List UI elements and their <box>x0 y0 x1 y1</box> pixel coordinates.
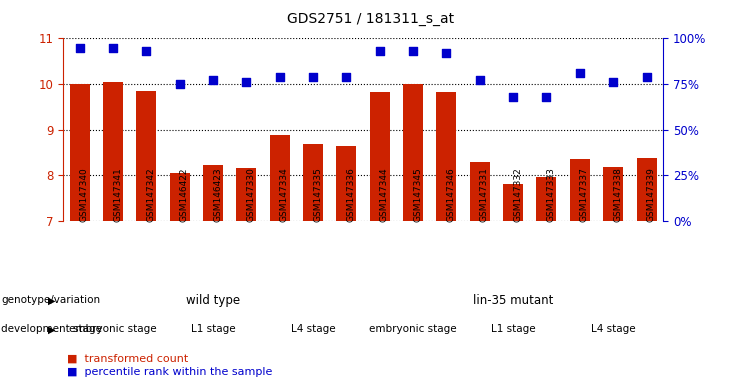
Text: GSM147330: GSM147330 <box>246 167 256 222</box>
Bar <box>637 158 657 221</box>
Point <box>507 94 519 100</box>
Bar <box>70 84 90 221</box>
Bar <box>336 146 356 221</box>
Point <box>173 81 185 87</box>
Text: L4 stage: L4 stage <box>290 324 336 334</box>
Text: genotype/variation: genotype/variation <box>1 295 101 306</box>
Text: GSM147338: GSM147338 <box>614 167 622 222</box>
Bar <box>170 173 190 221</box>
Text: GSM147335: GSM147335 <box>313 167 322 222</box>
Point <box>474 77 486 83</box>
Bar <box>570 159 590 221</box>
Point <box>240 79 252 85</box>
Text: ■  percentile rank within the sample: ■ percentile rank within the sample <box>67 367 272 377</box>
Bar <box>436 92 456 221</box>
Text: wild type: wild type <box>186 294 240 307</box>
Text: ■  transformed count: ■ transformed count <box>67 354 188 364</box>
Text: GSM147345: GSM147345 <box>413 167 422 222</box>
Text: GSM147332: GSM147332 <box>513 167 522 222</box>
Text: GSM147334: GSM147334 <box>280 167 289 222</box>
Point <box>207 77 219 83</box>
Text: ▶: ▶ <box>48 295 56 306</box>
Point <box>74 45 85 51</box>
Point <box>374 48 386 54</box>
Point <box>440 50 452 56</box>
Bar <box>603 167 623 221</box>
Bar <box>370 92 390 221</box>
Point <box>140 48 153 54</box>
Text: GSM147341: GSM147341 <box>113 167 122 222</box>
Text: GSM147346: GSM147346 <box>446 167 456 222</box>
Text: GSM147344: GSM147344 <box>380 167 389 222</box>
Bar <box>470 162 490 221</box>
Text: GSM147340: GSM147340 <box>80 167 89 222</box>
Text: GSM147339: GSM147339 <box>646 167 656 222</box>
Point <box>341 74 353 80</box>
Text: GDS2751 / 181311_s_at: GDS2751 / 181311_s_at <box>287 12 454 25</box>
Text: GSM146423: GSM146423 <box>213 167 222 222</box>
Text: GSM147337: GSM147337 <box>579 167 589 222</box>
Point <box>307 74 319 80</box>
Bar <box>536 177 556 221</box>
Text: L1 stage: L1 stage <box>190 324 236 334</box>
Text: development stage: development stage <box>1 324 102 334</box>
Point <box>407 48 419 54</box>
Bar <box>136 91 156 221</box>
Text: GSM147331: GSM147331 <box>480 167 489 222</box>
Point <box>273 74 285 80</box>
Text: ▶: ▶ <box>48 324 56 334</box>
Point <box>540 94 552 100</box>
Text: GSM147336: GSM147336 <box>347 167 356 222</box>
Bar <box>203 165 223 221</box>
Bar <box>270 135 290 221</box>
Text: embryonic stage: embryonic stage <box>69 324 157 334</box>
Text: lin-35 mutant: lin-35 mutant <box>473 294 554 307</box>
Point <box>574 70 585 76</box>
Text: GSM146422: GSM146422 <box>179 167 189 222</box>
Point <box>640 74 653 80</box>
Point <box>107 45 119 51</box>
Bar <box>236 168 256 221</box>
Text: L4 stage: L4 stage <box>591 324 636 334</box>
Text: GSM147342: GSM147342 <box>147 167 156 222</box>
Text: GSM147333: GSM147333 <box>547 167 556 222</box>
Bar <box>303 144 323 221</box>
Bar <box>403 84 423 221</box>
Point <box>608 79 619 85</box>
Text: embryonic stage: embryonic stage <box>369 324 457 334</box>
Bar <box>103 82 123 221</box>
Bar <box>503 184 523 221</box>
Text: L1 stage: L1 stage <box>491 324 536 334</box>
